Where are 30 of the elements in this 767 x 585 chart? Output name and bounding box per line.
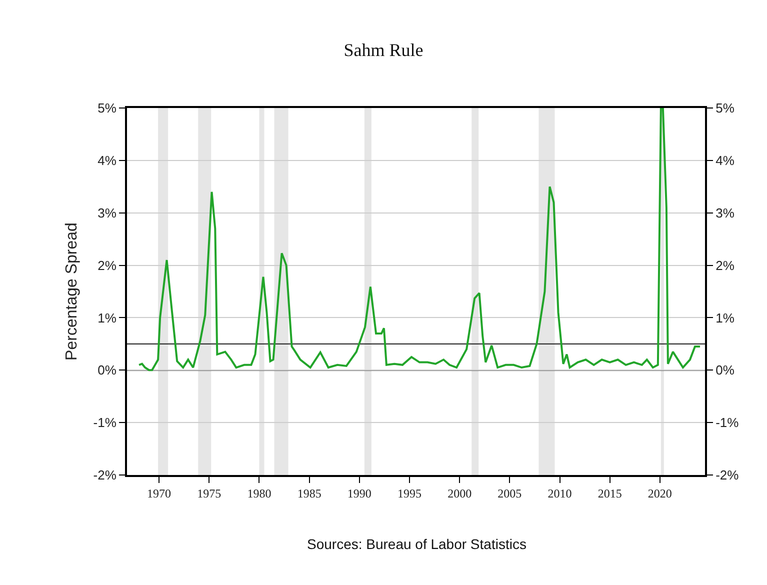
source-note: Sources: Bureau of Labor Statistics	[307, 536, 526, 552]
y2-tick-label: -2%	[716, 468, 740, 483]
y-tick-label: 4%	[98, 152, 117, 168]
y-tick-label: -1%	[93, 415, 117, 430]
y-tick-label: 5%	[98, 100, 117, 116]
x-tick-label: 2020	[648, 486, 672, 500]
x-tick-label: 2000	[448, 486, 472, 500]
y2-tick-label: 3%	[716, 205, 735, 220]
y-tick-label: 0%	[98, 362, 117, 378]
y-axis-title: Percentage Spread	[64, 222, 81, 360]
y2-tick-label: 0%	[716, 362, 735, 378]
y-tick-label: 1%	[98, 310, 117, 326]
x-tick-label: 1970	[147, 486, 172, 500]
x-tick-label: 1975	[197, 486, 222, 500]
x-tick-label: 2010	[548, 486, 572, 500]
x-tick-label: 1985	[297, 486, 322, 500]
x-tick-label: 1990	[347, 486, 372, 500]
chart-title: Sahm Rule	[344, 40, 424, 60]
y-tick-label: 3%	[98, 205, 117, 220]
y2-tick-label: 4%	[716, 152, 735, 168]
y-tick-label: 2%	[98, 258, 117, 273]
y2-tick-label: 1%	[716, 310, 735, 326]
x-tick-label: 2015	[598, 486, 622, 500]
y-tick-label: -2%	[93, 468, 117, 483]
x-tick-label: 1980	[247, 486, 272, 500]
x-tick-label: 1995	[397, 486, 422, 500]
y2-tick-label: -1%	[716, 415, 740, 430]
x-tick-label: 2005	[498, 486, 522, 500]
y2-tick-label: 2%	[716, 258, 735, 273]
y2-tick-label: 5%	[716, 100, 735, 116]
